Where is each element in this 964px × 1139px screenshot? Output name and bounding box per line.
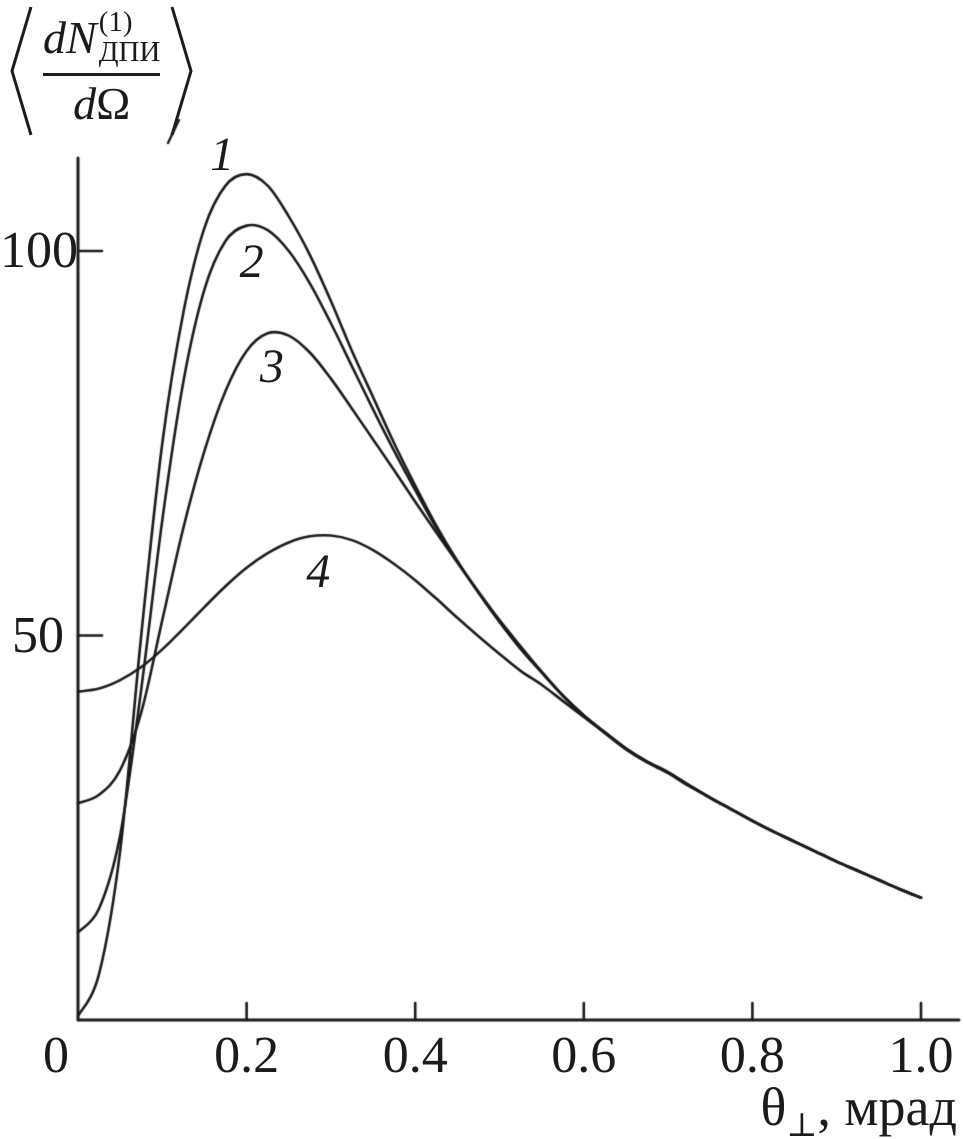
numerator-scripts: (1) ДПИ <box>98 5 161 68</box>
perp-subscript: ⊥ <box>786 1108 818 1139</box>
fraction-numerator: dN (1) ДПИ <box>43 6 160 67</box>
fraction-bar <box>43 73 161 77</box>
x-axis-unit: , мрад <box>817 1077 957 1137</box>
x-tick-label-0.8: 0.8 <box>719 1027 785 1084</box>
y-axis-title: dN (1) ДПИ dΩ <box>8 4 195 138</box>
curve-label-3: 3 <box>259 340 284 394</box>
curve-label-2: 2 <box>239 234 264 288</box>
y-tick-label-100: 100 <box>0 222 78 279</box>
angle-bracket-right-icon <box>170 6 193 136</box>
theta-symbol: θ <box>760 1077 787 1137</box>
numerator-subscript: ДПИ <box>98 36 161 68</box>
curve-label-4: 4 <box>306 544 331 598</box>
x-tick-label-0.4: 0.4 <box>382 1027 448 1084</box>
y-tick-label-50: 50 <box>12 606 64 664</box>
x-tick-label-1.0: 1.0 <box>888 1027 954 1084</box>
curve-label-1: 1 <box>210 127 235 181</box>
x-axis-title: θ⊥, мрад <box>760 1080 957 1139</box>
x-tick-label-0.6: 0.6 <box>551 1027 617 1084</box>
fraction-denominator: dΩ <box>73 81 130 127</box>
angle-bracket-left-icon <box>10 6 33 136</box>
numerator-superscript: (1) <box>98 5 133 38</box>
x-tick-label-0: 0 <box>43 1027 69 1084</box>
denominator-omega: Ω <box>96 78 131 130</box>
y-axis-fraction: dN (1) ДПИ dΩ <box>37 6 166 128</box>
numerator-dN: dN <box>43 11 97 63</box>
x-tick-label-0.2: 0.2 <box>214 1027 280 1084</box>
denominator-d: d <box>73 78 97 130</box>
